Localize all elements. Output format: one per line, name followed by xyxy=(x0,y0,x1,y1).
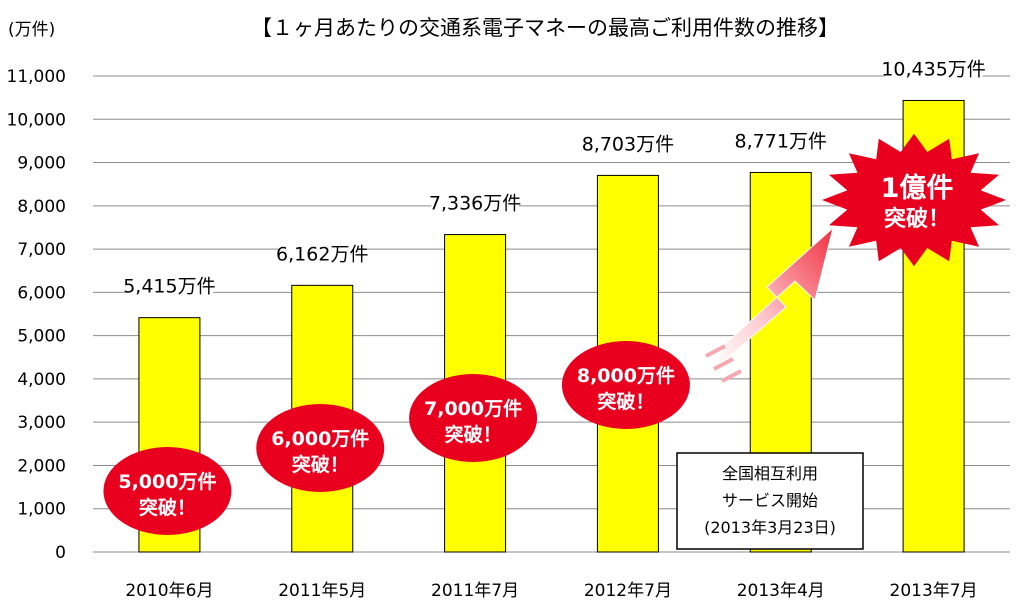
arrow-speed-line-2 xyxy=(713,357,734,371)
note-line-1: 全国相互利用 xyxy=(722,464,818,483)
y-tick-label: 7,000 xyxy=(17,240,66,260)
y-tick-label: 10,000 xyxy=(7,110,66,130)
y-tick-label: 9,000 xyxy=(17,154,66,174)
arrow-shape xyxy=(713,226,834,371)
y-axis-ticks: 0 1,000 2,000 3,000 4,000 5,000 6,000 7,000 8,00… xyxy=(7,67,66,563)
y-tick-label: 4,000 xyxy=(17,370,66,390)
value-label-bg xyxy=(125,271,214,300)
gridlines xyxy=(93,75,1010,553)
badge-line-2: 突破！ xyxy=(292,453,349,476)
value-label-bg xyxy=(278,239,366,268)
y-tick-label: 0 xyxy=(55,543,66,563)
burst-badge: 1億件 突破！ xyxy=(822,133,1006,267)
category-label: 2013年7月 xyxy=(890,581,978,601)
service-start-note: 全国相互利用 サービス開始 (2013年3月23日) xyxy=(676,452,864,550)
note-box xyxy=(676,452,864,550)
value-label-bg xyxy=(584,129,672,158)
badge-ellipse xyxy=(103,447,232,535)
category-label: 2013年4月 xyxy=(737,581,825,601)
badge-line-2: 突破！ xyxy=(597,390,654,413)
y-tick-label: 5,000 xyxy=(17,327,66,347)
badge-ellipse xyxy=(256,404,385,492)
y-tick-label: 8,000 xyxy=(17,197,66,217)
burst-line-1: 1億件 xyxy=(881,173,954,204)
category-label: 2012年7月 xyxy=(584,581,672,601)
category-label: 2011年7月 xyxy=(431,581,519,601)
burst-shape xyxy=(822,133,1006,267)
note-line-3: (2013年3月23日) xyxy=(704,518,836,537)
y-axis-unit-label: (万件) xyxy=(8,20,55,40)
y-tick-label: 2,000 xyxy=(17,456,66,476)
note-line-2: サービス開始 xyxy=(722,491,818,510)
badge-line-1: 6,000万件 xyxy=(271,427,369,450)
value-label: 8,771万件 xyxy=(735,130,827,152)
value-label: 5,415万件 xyxy=(123,276,215,298)
x-axis-labels: 2010年6月 2011年5月 2011年7月 2012年7月 2013年4月 2013年… xyxy=(125,581,977,601)
arrow-speed-line-1 xyxy=(705,344,726,358)
value-label-bg xyxy=(431,188,519,217)
badge-ellipse xyxy=(409,374,538,462)
value-label: 7,336万件 xyxy=(429,193,521,215)
value-label-bg xyxy=(884,54,983,83)
badge-line-2: 突破！ xyxy=(445,423,502,446)
value-label: 8,703万件 xyxy=(582,133,674,155)
badge-line-2: 突破！ xyxy=(139,496,196,519)
badge-line-1: 7,000万件 xyxy=(424,397,522,420)
y-tick-label: 1,000 xyxy=(17,500,66,520)
burst-line-2: 突破！ xyxy=(884,206,950,232)
arrow-speed-line-3 xyxy=(721,369,742,383)
category-label: 2011年5月 xyxy=(278,581,366,601)
chart-title: 【１ヶ月あたりの交通系電子マネーの最高ご利用件数の推移】 xyxy=(251,16,839,40)
value-labels: 5,415万件 6,162万件 7,336万件 8,703万件 8,771万件 10,43… xyxy=(123,54,986,300)
badge-line-1: 8,000万件 xyxy=(577,364,675,387)
value-label-bg xyxy=(737,126,825,155)
badge-ellipse xyxy=(561,341,690,429)
y-tick-label: 3,000 xyxy=(17,413,66,433)
growth-arrow xyxy=(705,226,834,383)
value-label: 10,435万件 xyxy=(881,58,985,80)
category-label: 2010年6月 xyxy=(125,581,213,601)
badge-line-1: 5,000万件 xyxy=(118,470,216,493)
y-tick-label: 6,000 xyxy=(17,283,66,303)
value-label: 6,162万件 xyxy=(276,243,368,265)
y-tick-label: 11,000 xyxy=(7,67,66,87)
